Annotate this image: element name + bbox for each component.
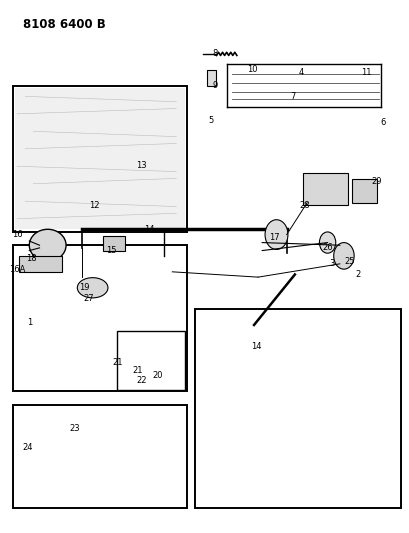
- Text: 8: 8: [212, 50, 217, 58]
- Ellipse shape: [29, 229, 66, 261]
- Text: 26: 26: [321, 244, 332, 253]
- Bar: [302, 173, 347, 205]
- Text: 9: 9: [212, 81, 217, 90]
- Bar: [207, 70, 216, 86]
- Bar: [15, 88, 184, 229]
- Text: 29: 29: [371, 177, 381, 186]
- Text: 20: 20: [153, 371, 163, 380]
- Text: 1: 1: [27, 318, 32, 327]
- Bar: [13, 86, 186, 232]
- Text: 21: 21: [132, 366, 142, 375]
- Bar: [194, 309, 400, 508]
- Text: 25: 25: [344, 257, 355, 265]
- Bar: [351, 179, 376, 203]
- Text: 3: 3: [328, 260, 334, 268]
- Text: 19: 19: [79, 283, 90, 292]
- Text: 12: 12: [89, 201, 100, 210]
- Text: 23: 23: [69, 424, 79, 433]
- Circle shape: [265, 220, 287, 249]
- Bar: [19, 256, 62, 272]
- Text: 8108 6400 B: 8108 6400 B: [23, 18, 106, 31]
- Text: 13: 13: [136, 161, 146, 170]
- Text: 16A: 16A: [9, 265, 25, 273]
- Text: 14: 14: [250, 342, 261, 351]
- Circle shape: [319, 232, 335, 253]
- Bar: [13, 405, 186, 508]
- Text: 17: 17: [268, 233, 279, 242]
- Text: 27: 27: [83, 294, 94, 303]
- Text: 10: 10: [246, 66, 256, 74]
- Circle shape: [333, 243, 353, 269]
- Text: 7: 7: [290, 92, 295, 101]
- Text: 22: 22: [136, 376, 146, 385]
- Text: 5: 5: [208, 116, 213, 125]
- Text: 16: 16: [12, 230, 22, 239]
- Text: 6: 6: [379, 118, 384, 127]
- Ellipse shape: [77, 278, 108, 298]
- Text: 2: 2: [355, 270, 360, 279]
- Text: 11: 11: [360, 68, 371, 77]
- Text: 14: 14: [144, 225, 155, 234]
- Text: 15: 15: [106, 246, 116, 255]
- Text: 24: 24: [22, 443, 32, 452]
- Bar: [117, 332, 184, 390]
- Bar: [13, 245, 186, 391]
- Bar: [103, 236, 125, 251]
- Text: 18: 18: [26, 254, 36, 263]
- Text: 4: 4: [298, 68, 303, 77]
- Text: 28: 28: [299, 201, 310, 210]
- Text: 21: 21: [112, 358, 122, 367]
